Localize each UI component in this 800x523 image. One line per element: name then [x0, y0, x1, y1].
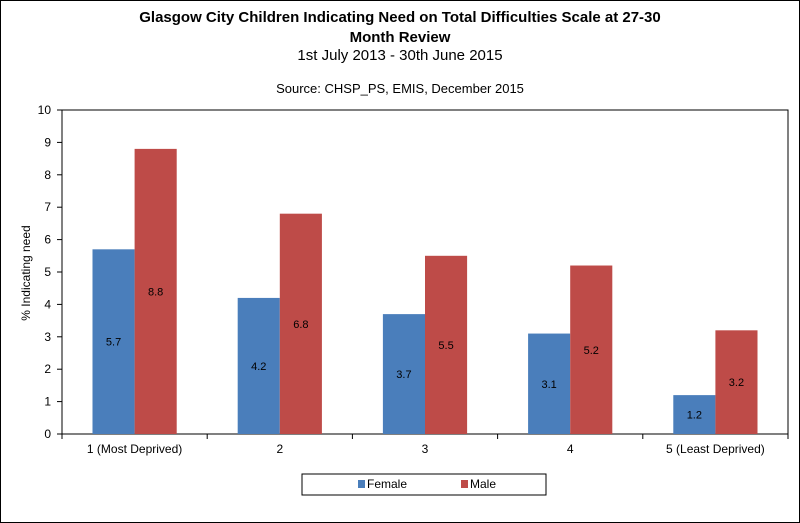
bar-data-label: 1.2 — [687, 410, 702, 422]
legend-label-female: Female — [367, 477, 407, 491]
legend-label-male: Male — [470, 477, 496, 491]
y-tick-label: 7 — [44, 200, 51, 214]
x-tick-label: 3 — [422, 442, 429, 456]
chart-subtitle: 1st July 2013 - 30th June 2015 — [297, 47, 503, 64]
x-axis: 1 (Most Deprived) 2 3 4 5 (Least Deprived) — [61, 434, 789, 456]
y-tick-label: 5 — [44, 265, 51, 279]
bar-data-label: 6.8 — [293, 319, 308, 331]
y-tick-label: 9 — [44, 135, 51, 149]
y-tick-label: 8 — [44, 168, 51, 182]
chart-title: Glasgow City Children Indicating Need on… — [139, 9, 661, 26]
x-tick-label: 5 (Least Deprived) — [666, 442, 765, 456]
legend-swatch-female — [358, 480, 365, 488]
y-tick-label: 0 — [44, 427, 51, 441]
bar-data-label: 5.5 — [438, 340, 453, 352]
bar-data-label: 4.2 — [251, 361, 266, 373]
y-axis-label: % Indicating need — [19, 225, 33, 320]
y-axis: 0 1 2 3 4 5 6 7 8 9 10 — [38, 103, 62, 441]
bar-data-label: 5.7 — [106, 337, 121, 349]
bar-labels: 5.7 4.2 3.7 3.1 1.2 8.8 6.8 5.5 5.2 3.2 — [106, 286, 744, 421]
bar-data-label: 3.1 — [541, 379, 556, 391]
x-tick-label: 1 (Most Deprived) — [87, 442, 182, 456]
bars — [92, 148, 758, 434]
bar-data-label: 5.2 — [584, 345, 599, 357]
bar-female — [92, 249, 135, 434]
x-tick-label: 4 — [567, 442, 574, 456]
bar-male — [570, 265, 613, 434]
x-tick-label: 2 — [276, 442, 283, 456]
y-tick-label: 3 — [44, 330, 51, 344]
bar-data-label: 3.7 — [396, 369, 411, 381]
chart-source: Source: CHSP_PS, EMIS, December 2015 — [276, 81, 524, 96]
chart-title-line2: Month Review — [349, 29, 451, 46]
y-tick-label: 1 — [44, 395, 51, 409]
bar-male — [715, 330, 758, 434]
bar-male — [134, 148, 177, 434]
legend-swatch-male — [461, 480, 468, 488]
bar-male — [279, 213, 322, 434]
bar-male — [425, 255, 468, 434]
bar-female — [528, 333, 571, 434]
bar-female — [237, 297, 280, 434]
bar-data-label: 3.2 — [729, 377, 744, 389]
bar-female — [382, 314, 425, 434]
y-tick-label: 6 — [44, 233, 51, 247]
bar-female — [673, 395, 716, 434]
legend-box — [301, 473, 547, 496]
y-tick-label: 10 — [38, 103, 52, 117]
bar-data-label: 8.8 — [148, 286, 163, 298]
y-tick-label: 2 — [44, 362, 51, 376]
legend: Female Male — [301, 473, 547, 496]
y-tick-label: 4 — [44, 297, 51, 311]
